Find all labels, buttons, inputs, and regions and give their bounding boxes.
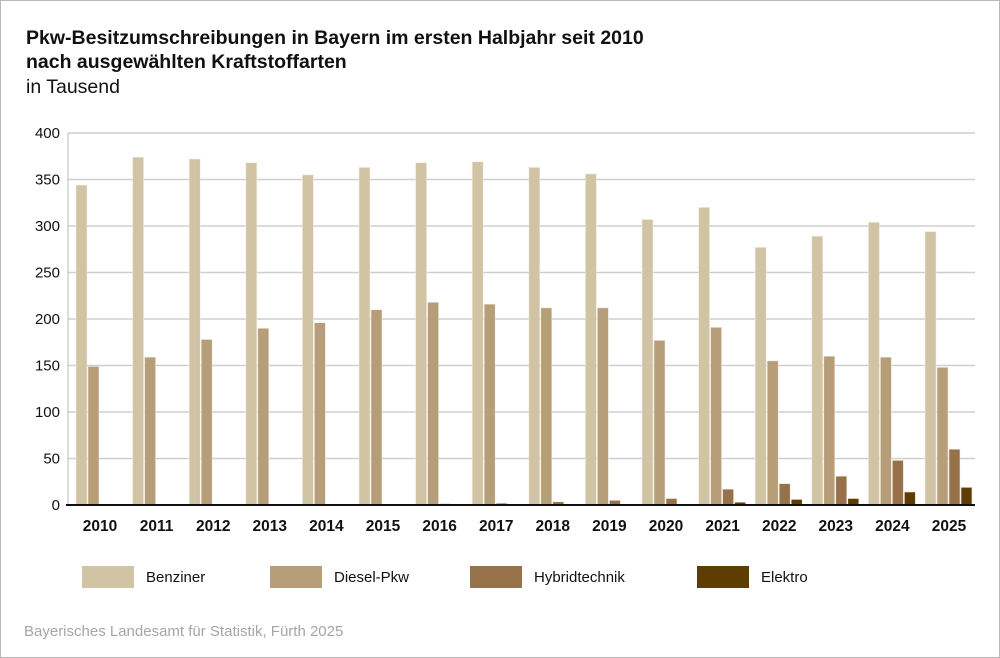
x-tick-label: 2014 bbox=[309, 518, 344, 535]
title-line-1: Pkw-Besitzumschreibungen in Bayern im er… bbox=[26, 27, 644, 49]
bar-benziner-2014 bbox=[302, 174, 314, 506]
bar-benziner-2021 bbox=[698, 207, 710, 506]
bar-diesel-pkw-2014 bbox=[314, 322, 326, 506]
bar-benziner-2024 bbox=[868, 221, 880, 506]
bar-diesel-pkw-2012 bbox=[200, 339, 213, 506]
x-tick-label: 2010 bbox=[83, 518, 117, 535]
bar-benziner-2018 bbox=[528, 167, 541, 506]
y-tick-label: 200 bbox=[35, 311, 60, 328]
bar-benziner-2022 bbox=[754, 247, 767, 506]
bar-benziner-2010 bbox=[75, 184, 88, 506]
x-tick-label: 2023 bbox=[819, 518, 854, 535]
bar-hybridtechnik-2021 bbox=[722, 488, 734, 506]
y-tick-label: 400 bbox=[35, 125, 60, 142]
bar-benziner-2020 bbox=[641, 219, 654, 506]
bar-benziner-2011 bbox=[132, 156, 144, 506]
bar-diesel-pkw-2017 bbox=[483, 303, 496, 506]
legend: Benziner Diesel-Pkw Hybridtechnik Elektro bbox=[0, 566, 1000, 590]
x-tick-label: 2018 bbox=[536, 518, 571, 535]
x-tick-label: 2024 bbox=[875, 518, 910, 535]
bar-diesel-pkw-2022 bbox=[766, 360, 779, 506]
x-tick-label: 2021 bbox=[705, 518, 740, 535]
legend-swatch bbox=[82, 566, 134, 588]
bar-diesel-pkw-2013 bbox=[257, 327, 270, 506]
bar-diesel-pkw-2020 bbox=[653, 340, 666, 506]
y-tick-label: 50 bbox=[43, 451, 60, 468]
legend-label: Elektro bbox=[761, 568, 808, 586]
bar-diesel-pkw-2023 bbox=[823, 355, 836, 506]
x-tick-label: 2016 bbox=[422, 518, 457, 535]
bar-diesel-pkw-2021 bbox=[710, 327, 722, 506]
legend-item: Diesel-Pkw bbox=[270, 566, 409, 588]
bar-hybridtechnik-2024 bbox=[892, 460, 904, 506]
bar-diesel-pkw-2024 bbox=[880, 356, 892, 506]
bar-benziner-2013 bbox=[245, 162, 258, 506]
source-note: Bayerisches Landesamt für Statistik, Für… bbox=[24, 623, 344, 640]
bar-elektro-2025 bbox=[960, 487, 973, 506]
bar-hybridtechnik-2023 bbox=[835, 475, 848, 506]
bar-hybridtechnik-2025 bbox=[948, 448, 961, 506]
bar-chart: 0 50 100 150 200 250 300 350 400 2010 2011 2012 2013… bbox=[35, 125, 975, 535]
x-tick-label: 2015 bbox=[366, 518, 401, 535]
y-tick-label: 100 bbox=[35, 404, 60, 421]
bar-diesel-pkw-2025 bbox=[936, 367, 949, 506]
y-tick-label: 350 bbox=[35, 172, 60, 189]
y-tick-label: 250 bbox=[35, 265, 60, 282]
title-line-2: nach ausgewählten Kraftstoffarten bbox=[26, 51, 347, 73]
x-tick-label: 2022 bbox=[762, 518, 796, 535]
x-tick-label: 2013 bbox=[253, 518, 288, 535]
legend-label: Benziner bbox=[146, 568, 206, 586]
bar-benziner-2012 bbox=[188, 158, 201, 506]
y-tick-label: 150 bbox=[35, 358, 60, 375]
bar-diesel-pkw-2010 bbox=[87, 366, 100, 506]
bar-diesel-pkw-2015 bbox=[370, 309, 383, 506]
x-tick-label: 2017 bbox=[479, 518, 513, 535]
legend-label: Hybridtechnik bbox=[534, 568, 625, 586]
legend-swatch bbox=[697, 566, 749, 588]
y-tick-label: 300 bbox=[35, 218, 60, 235]
bar-benziner-2017 bbox=[471, 161, 484, 506]
x-tick-label: 2020 bbox=[649, 518, 683, 535]
x-tick-label: 2011 bbox=[140, 518, 174, 535]
x-tick-label: 2012 bbox=[196, 518, 230, 535]
bar-benziner-2023 bbox=[811, 235, 824, 506]
bar-benziner-2015 bbox=[358, 167, 371, 506]
bar-hybridtechnik-2022 bbox=[778, 483, 791, 506]
unit-label: in Tausend bbox=[26, 76, 120, 98]
x-tick-label: 2025 bbox=[932, 518, 967, 535]
bar-diesel-pkw-2016 bbox=[427, 301, 439, 506]
bar-diesel-pkw-2018 bbox=[540, 307, 553, 506]
legend-item: Hybridtechnik bbox=[470, 566, 625, 588]
x-tick-label: 2019 bbox=[592, 518, 627, 535]
legend-swatch bbox=[470, 566, 522, 588]
y-tick-label: 0 bbox=[52, 497, 60, 514]
legend-label: Diesel-Pkw bbox=[334, 568, 410, 586]
legend-swatch bbox=[270, 566, 322, 588]
legend-item: Elektro bbox=[697, 566, 808, 588]
chart-title: Pkw-Besitzumschreibungen in Bayern im er… bbox=[26, 26, 644, 74]
bar-benziner-2016 bbox=[415, 162, 427, 506]
bar-elektro-2024 bbox=[904, 491, 916, 506]
bar-diesel-pkw-2011 bbox=[144, 356, 156, 506]
bar-diesel-pkw-2019 bbox=[597, 307, 609, 506]
legend-item: Benziner bbox=[82, 566, 205, 588]
bar-benziner-2025 bbox=[924, 231, 937, 506]
bar-benziner-2019 bbox=[585, 173, 597, 506]
